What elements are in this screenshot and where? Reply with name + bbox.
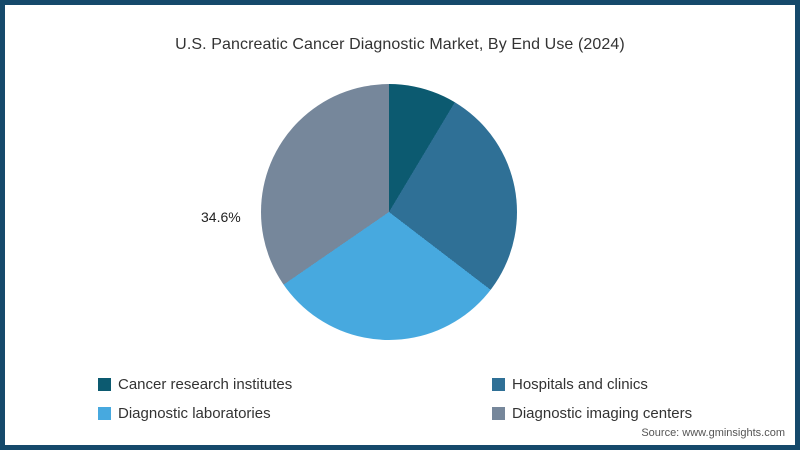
legend-item-1: Hospitals and clinics [492, 376, 692, 393]
legend-item-0: Cancer research institutes [98, 376, 492, 393]
legend-item-3: Diagnostic imaging centers [492, 405, 692, 422]
legend-swatch [98, 407, 111, 420]
chart-title: U.S. Pancreatic Cancer Diagnostic Market… [175, 36, 625, 53]
legend-swatch [98, 378, 111, 391]
pie-slice-label: 34.6% [201, 209, 241, 225]
legend-label: Cancer research institutes [118, 376, 293, 393]
legend-swatch [492, 378, 505, 391]
legend-item-2: Diagnostic laboratories [98, 405, 492, 422]
source-attribution: Source: www.gminsights.com [641, 427, 785, 439]
chart-legend: Cancer research institutes Hospitals and … [98, 376, 692, 422]
legend-label: Diagnostic imaging centers [512, 405, 693, 422]
legend-swatch [492, 407, 505, 420]
legend-label: Diagnostic laboratories [118, 405, 271, 422]
legend-label: Hospitals and clinics [512, 376, 648, 393]
pie-chart [261, 84, 517, 340]
